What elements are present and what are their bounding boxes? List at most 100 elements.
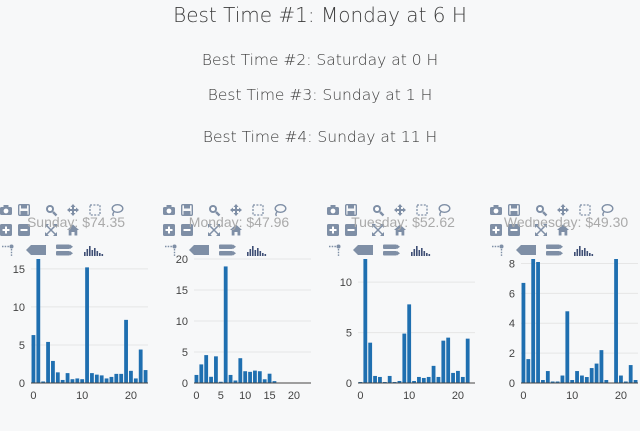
- lasso-icon[interactable]: [601, 204, 614, 217]
- bar[interactable]: [90, 373, 94, 383]
- zoom-in-icon[interactable]: [490, 224, 502, 236]
- bar[interactable]: [31, 335, 36, 383]
- bar[interactable]: [619, 375, 623, 383]
- bar[interactable]: [421, 377, 426, 383]
- spike-lines-icon[interactable]: [329, 244, 341, 257]
- save-icon[interactable]: [344, 203, 358, 217]
- box-select-icon[interactable]: [579, 204, 591, 216]
- bar[interactable]: [560, 375, 565, 383]
- zoom-in-icon[interactable]: [0, 224, 12, 236]
- hover-compare-icon[interactable]: [219, 244, 236, 256]
- bar[interactable]: [138, 349, 143, 383]
- bar[interactable]: [382, 381, 387, 383]
- hover-compare-icon[interactable]: [546, 244, 563, 256]
- bar[interactable]: [368, 342, 373, 383]
- bar[interactable]: [426, 376, 431, 383]
- bar[interactable]: [199, 364, 204, 383]
- lasso-icon[interactable]: [111, 204, 124, 217]
- bar[interactable]: [238, 358, 243, 383]
- bar[interactable]: [575, 371, 579, 383]
- bar[interactable]: [214, 356, 218, 383]
- camera-icon[interactable]: [0, 205, 12, 215]
- bar[interactable]: [436, 376, 441, 383]
- zoom-icon[interactable]: [209, 205, 221, 217]
- bar[interactable]: [36, 259, 41, 383]
- bar[interactable]: [104, 378, 109, 383]
- autoscale-icon[interactable]: [535, 224, 547, 236]
- zoom-in-icon[interactable]: [327, 224, 339, 236]
- bar[interactable]: [253, 370, 257, 383]
- bar[interactable]: [223, 266, 228, 383]
- bar[interactable]: [550, 381, 555, 383]
- bar[interactable]: [257, 371, 262, 383]
- zoom-icon[interactable]: [373, 205, 385, 217]
- hover-compare-icon[interactable]: [383, 244, 400, 256]
- zoom-out-icon[interactable]: [508, 224, 520, 236]
- bar[interactable]: [65, 373, 70, 383]
- hover-closest-icon[interactable]: [189, 245, 209, 255]
- bar[interactable]: [99, 375, 104, 383]
- hover-closest-icon[interactable]: [353, 245, 373, 255]
- hover-compare-icon[interactable]: [56, 244, 73, 256]
- home-icon[interactable]: [67, 224, 79, 236]
- bar[interactable]: [218, 381, 223, 383]
- spike-lines-icon[interactable]: [165, 244, 177, 257]
- bar[interactable]: [392, 381, 397, 383]
- plotly-logo[interactable]: [574, 246, 594, 256]
- save-icon[interactable]: [17, 203, 31, 217]
- bar[interactable]: [272, 381, 277, 383]
- hover-closest-icon[interactable]: [26, 245, 46, 255]
- bar[interactable]: [599, 350, 604, 383]
- bar[interactable]: [417, 376, 421, 383]
- bar[interactable]: [124, 319, 128, 383]
- box-select-icon[interactable]: [416, 204, 428, 216]
- bar[interactable]: [209, 376, 213, 383]
- bar[interactable]: [465, 338, 470, 383]
- bar[interactable]: [109, 376, 114, 383]
- bar[interactable]: [541, 380, 545, 383]
- bar[interactable]: [133, 378, 138, 383]
- pan-icon[interactable]: [557, 204, 569, 216]
- autoscale-icon[interactable]: [45, 224, 57, 236]
- bar[interactable]: [75, 378, 80, 383]
- autoscale-icon[interactable]: [372, 224, 384, 236]
- bar[interactable]: [228, 374, 233, 383]
- bar[interactable]: [51, 360, 55, 383]
- bar[interactable]: [456, 370, 460, 383]
- bar[interactable]: [594, 363, 599, 383]
- home-icon[interactable]: [230, 224, 242, 236]
- bar[interactable]: [402, 333, 407, 383]
- home-icon[interactable]: [394, 224, 406, 236]
- bar[interactable]: [397, 380, 402, 383]
- bar[interactable]: [565, 311, 570, 383]
- bar[interactable]: [60, 379, 65, 383]
- spike-lines-icon[interactable]: [2, 244, 14, 257]
- bar[interactable]: [114, 373, 119, 383]
- lasso-icon[interactable]: [274, 204, 287, 217]
- plotly-logo[interactable]: [84, 246, 104, 256]
- bar[interactable]: [143, 370, 148, 383]
- bar[interactable]: [70, 379, 75, 383]
- lasso-icon[interactable]: [438, 204, 451, 217]
- bar[interactable]: [363, 259, 368, 383]
- bar[interactable]: [570, 380, 575, 383]
- bar[interactable]: [431, 365, 436, 383]
- bar[interactable]: [85, 267, 89, 383]
- bar[interactable]: [412, 380, 416, 383]
- zoom-icon[interactable]: [46, 205, 58, 217]
- pan-icon[interactable]: [67, 204, 79, 216]
- hover-closest-icon[interactable]: [516, 245, 536, 255]
- box-select-icon[interactable]: [252, 204, 264, 216]
- zoom-in-icon[interactable]: [163, 224, 175, 236]
- bar[interactable]: [531, 259, 536, 383]
- zoom-out-icon[interactable]: [18, 224, 30, 236]
- autoscale-icon[interactable]: [208, 224, 220, 236]
- pan-icon[interactable]: [394, 204, 406, 216]
- bar[interactable]: [129, 370, 133, 383]
- pan-icon[interactable]: [230, 204, 242, 216]
- bar[interactable]: [243, 371, 248, 383]
- bar[interactable]: [262, 379, 267, 383]
- bar[interactable]: [623, 381, 628, 383]
- bar[interactable]: [526, 359, 531, 383]
- bar[interactable]: [589, 368, 594, 383]
